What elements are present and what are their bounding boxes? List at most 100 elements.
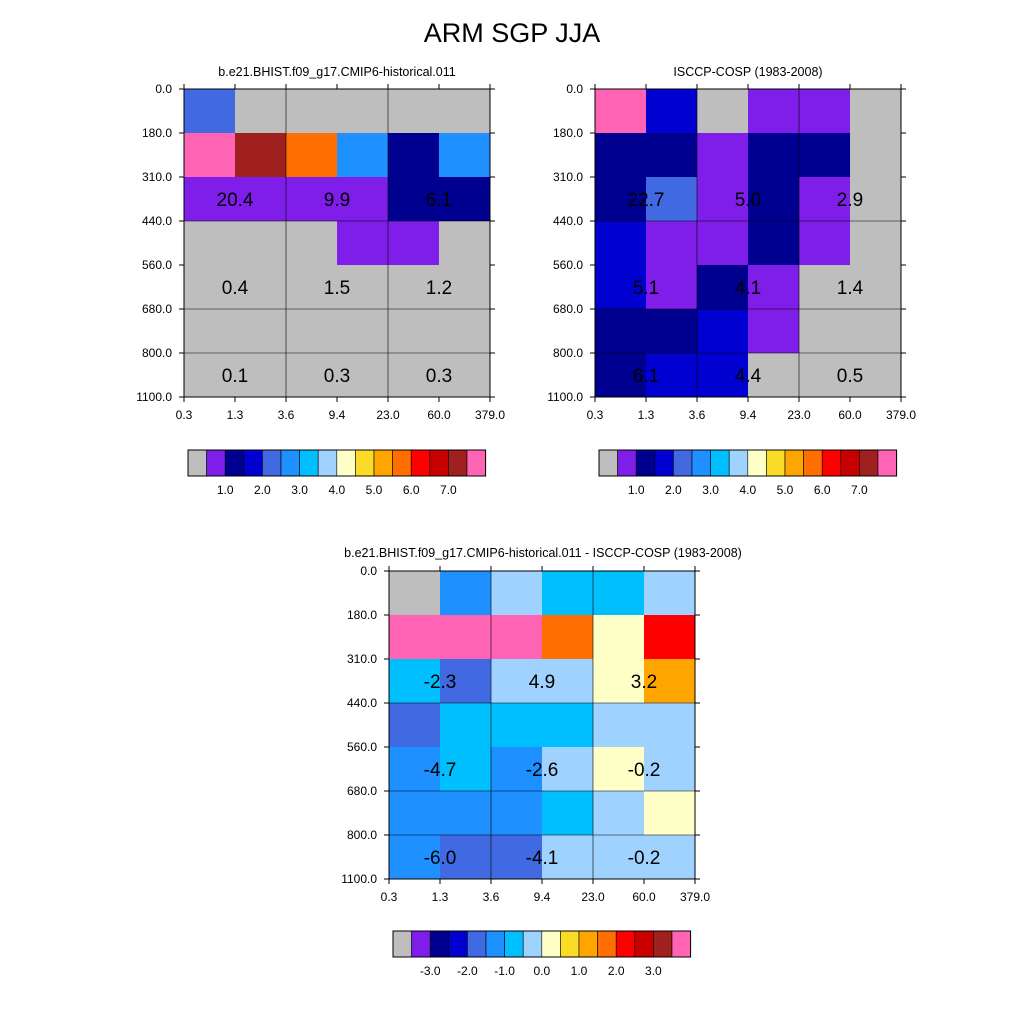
heatmap-cell <box>389 659 441 704</box>
heatmap-cell <box>389 835 441 880</box>
heatmap-cell <box>286 133 338 178</box>
colorbar-label: 7.0 <box>440 483 457 497</box>
cell-value-label: 3.2 <box>631 672 657 693</box>
x-tick-label: 1.3 <box>432 890 449 904</box>
heatmap-cell <box>388 89 440 134</box>
colorbar-swatch <box>766 449 786 477</box>
colorbar-swatch <box>877 449 897 477</box>
heatmap-cell <box>389 571 441 616</box>
colorbar-label: 3.0 <box>702 483 719 497</box>
heatmap-cell <box>542 747 594 792</box>
x-tick-label: 0.3 <box>176 408 193 422</box>
heatmap-cell <box>491 571 543 616</box>
heatmap-cell <box>491 703 543 748</box>
heatmap-cell <box>440 835 492 880</box>
heatmap-cell <box>595 89 647 134</box>
colorbar-swatch <box>206 449 226 477</box>
heatmap-cell <box>595 133 647 178</box>
heatmap-cell <box>850 265 902 310</box>
heatmap-cell <box>337 133 389 178</box>
heatmap-cell <box>439 133 491 178</box>
heatmap-cell <box>542 571 594 616</box>
colorbar-label: 6.0 <box>403 483 420 497</box>
cell-value-label: -2.6 <box>526 760 559 781</box>
x-tick-label: 9.4 <box>329 408 346 422</box>
colorbar-label: -1.0 <box>494 964 515 978</box>
heatmap-cell <box>389 615 441 660</box>
heatmap-cell <box>697 309 749 354</box>
heatmap-cell <box>595 353 647 398</box>
x-tick-label: 1.3 <box>638 408 655 422</box>
heatmap-cell <box>286 177 338 222</box>
colorbar-swatch <box>466 449 486 477</box>
heatmap-cell <box>850 309 902 354</box>
heatmap-cell <box>644 659 696 704</box>
heatmap-cell <box>593 835 645 880</box>
cell-value-label: 0.1 <box>222 366 248 387</box>
heatmap-cell <box>286 265 338 332</box>
heatmap-cell <box>646 177 698 222</box>
heatmap-cell <box>748 309 800 354</box>
colorbar-label: 7.0 <box>851 483 868 497</box>
heatmap-cell <box>595 309 647 354</box>
heatmap-cell <box>491 747 543 792</box>
colorbar-swatch <box>654 449 674 477</box>
colorbar-label: 2.0 <box>254 483 271 497</box>
heatmap-cell <box>646 353 698 398</box>
colorbar-frame <box>187 449 487 477</box>
heatmap-cell <box>542 835 594 880</box>
heatmap-cell <box>697 265 749 310</box>
colorbar-label: 3.0 <box>291 483 308 497</box>
cell-value-label: 0.3 <box>324 366 350 387</box>
heatmap-cell <box>644 571 696 616</box>
heatmap-cell <box>799 309 851 354</box>
heatmap-cell <box>646 221 698 266</box>
colorbar-swatch <box>485 930 505 958</box>
heatmap-cell <box>595 221 647 266</box>
heatmap-cell <box>389 703 441 748</box>
colorbar-swatch <box>355 449 375 477</box>
heatmap-cell <box>646 265 698 310</box>
cell-value-label: 9.9 <box>324 190 350 211</box>
cell-value-label: -0.2 <box>628 848 661 869</box>
y-tick-label: 180.0 <box>142 126 172 140</box>
colorbar-swatch <box>617 449 637 477</box>
page-title: ARM SGP JJA <box>423 18 601 48</box>
heatmap-cell <box>491 615 543 660</box>
colorbar-swatch <box>840 449 860 477</box>
heatmap-cell <box>439 331 491 398</box>
x-tick-label: 0.3 <box>587 408 604 422</box>
colorbar-frame <box>392 930 692 958</box>
colorbar-label: 1.0 <box>571 964 588 978</box>
heatmap-cell <box>644 747 696 792</box>
colorbar-label: 4.0 <box>328 483 345 497</box>
heatmap-cell <box>799 221 851 266</box>
heatmap-cell <box>491 835 543 880</box>
x-tick-label: 0.3 <box>381 890 398 904</box>
heatmap-cell <box>799 133 851 178</box>
x-tick-label: 60.0 <box>427 408 451 422</box>
heatmap-cell <box>388 265 440 332</box>
heatmap-cell <box>440 747 492 792</box>
colorbar-label: 1.0 <box>217 483 234 497</box>
y-tick-label: 0.0 <box>155 82 172 96</box>
heatmap-cell <box>748 89 800 134</box>
heatmap-cell <box>439 177 491 222</box>
heatmap-cell <box>440 791 492 836</box>
colorbar-swatch <box>448 449 468 477</box>
colorbar-swatch <box>187 449 207 477</box>
colorbar-swatch <box>411 930 431 958</box>
colorbar-swatch <box>262 449 282 477</box>
heatmap-cell <box>697 177 749 222</box>
heatmap-cell <box>542 659 594 704</box>
colorbar-swatch <box>859 449 879 477</box>
heatmap-cell <box>388 133 440 178</box>
heatmap-cell <box>697 89 749 134</box>
heatmap-cell <box>644 703 696 748</box>
heatmap-cell <box>235 133 287 178</box>
cell-value-label: 0.3 <box>426 366 452 387</box>
heatmap-cell <box>286 331 338 398</box>
colorbar-label: 5.0 <box>366 483 383 497</box>
cell-value-label: 5.0 <box>735 190 761 211</box>
